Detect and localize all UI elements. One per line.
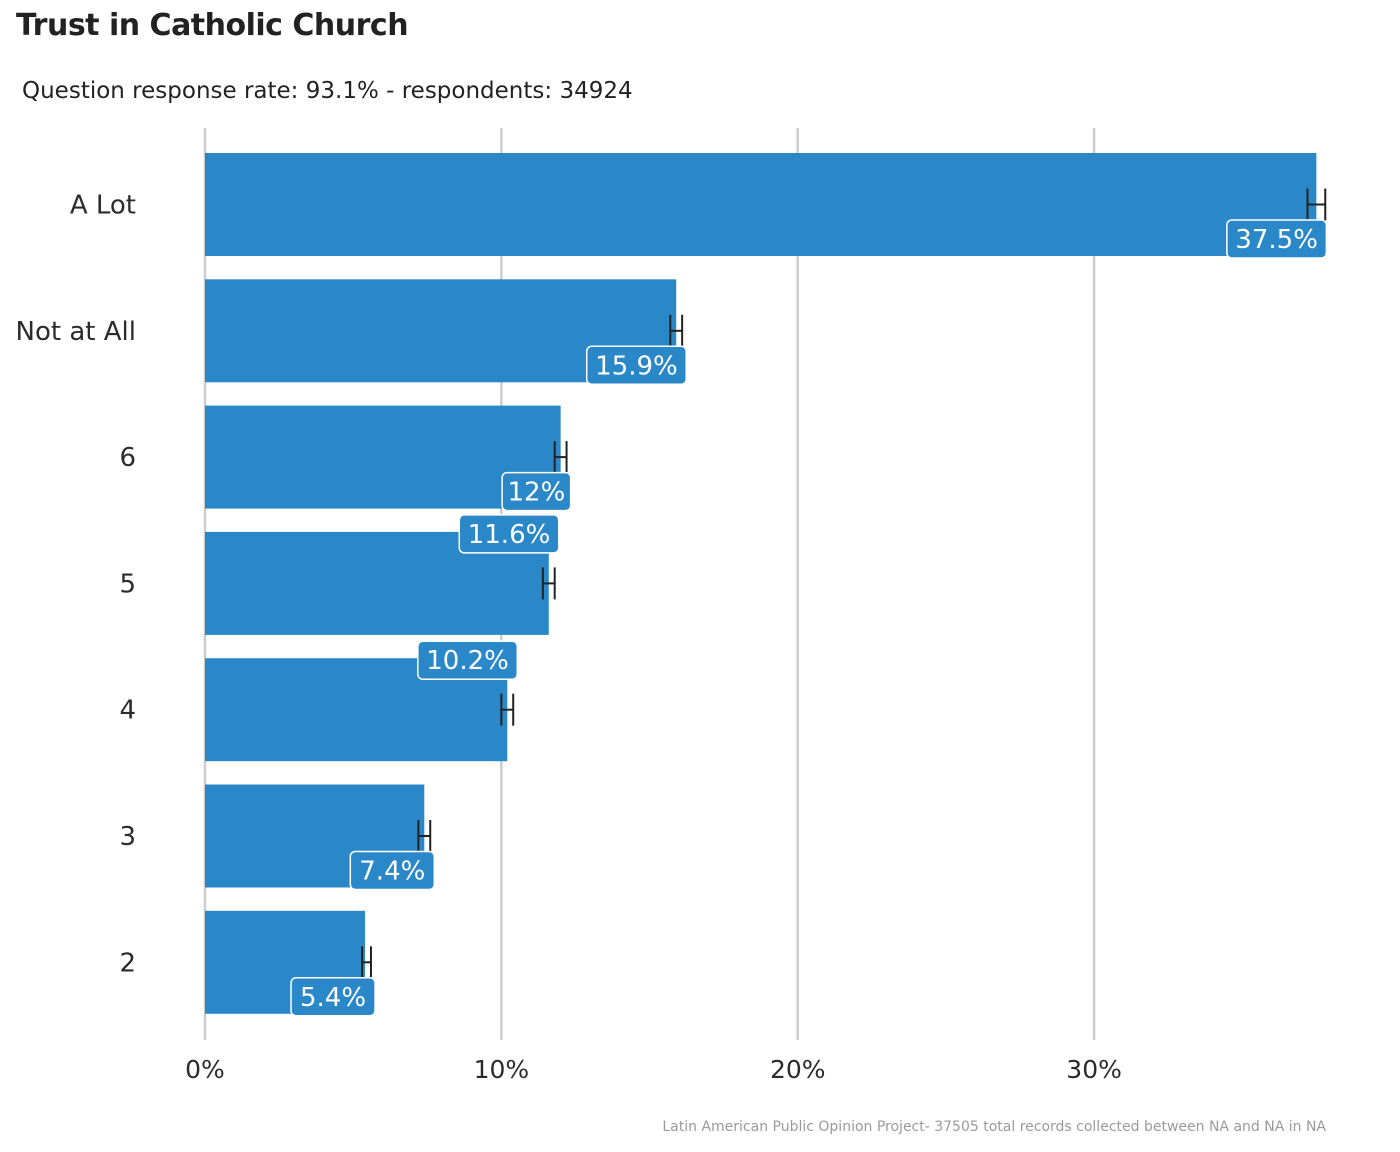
error-bar	[669, 314, 684, 347]
error-bar	[417, 820, 432, 852]
data-labels: 37.5% 15.9% 12% 11.6% 10.2% 7.4% 5.4%	[290, 219, 1328, 1017]
error-bars	[361, 188, 1327, 979]
category-label: Not at All	[16, 317, 136, 347]
data-label-text: 15.9%	[595, 351, 678, 381]
category-axis: A Lot Not at All 6 5 4 3 2	[16, 191, 136, 979]
chart-subtitle: Question response rate: 93.1% - responde…	[22, 78, 633, 104]
category-label: 5	[119, 569, 136, 599]
data-label: 10.2%	[417, 640, 519, 680]
data-label: 5.4%	[290, 977, 376, 1017]
x-tick-label: 30%	[1066, 1055, 1122, 1084]
error-bar	[541, 567, 556, 600]
x-tick-label: 20%	[770, 1055, 826, 1084]
data-label-text: 11.6%	[468, 520, 551, 550]
data-label: 12%	[501, 471, 572, 512]
data-label-text: 12%	[507, 478, 565, 508]
value-axis: 0% 10% 20% 30%	[185, 1055, 1122, 1084]
error-bar	[500, 693, 515, 726]
data-label-text: 37.5%	[1235, 225, 1318, 255]
category-label: A Lot	[70, 191, 136, 221]
x-tick-label: 0%	[185, 1055, 225, 1084]
category-label: 6	[119, 443, 136, 473]
data-label: 11.6%	[458, 514, 560, 554]
bars	[205, 153, 1317, 1014]
category-label: 4	[119, 696, 136, 726]
category-label: 3	[119, 822, 136, 852]
data-label: 7.4%	[349, 850, 436, 891]
bar	[205, 405, 561, 509]
data-label: 15.9%	[585, 345, 687, 386]
data-label-text: 5.4%	[300, 983, 366, 1013]
category-label: 2	[119, 948, 136, 978]
error-bar	[553, 441, 568, 474]
chart-title: Trust in Catholic Church	[16, 8, 409, 43]
error-bar	[361, 946, 372, 979]
chart-caption: Latin American Public Opinion Project- 3…	[662, 1119, 1326, 1135]
data-label-text: 10.2%	[426, 646, 509, 676]
data-label-text: 7.4%	[359, 857, 425, 887]
error-bar	[1306, 188, 1327, 221]
data-label: 37.5%	[1226, 219, 1328, 259]
bar	[205, 153, 1317, 256]
x-tick-label: 10%	[474, 1055, 530, 1084]
